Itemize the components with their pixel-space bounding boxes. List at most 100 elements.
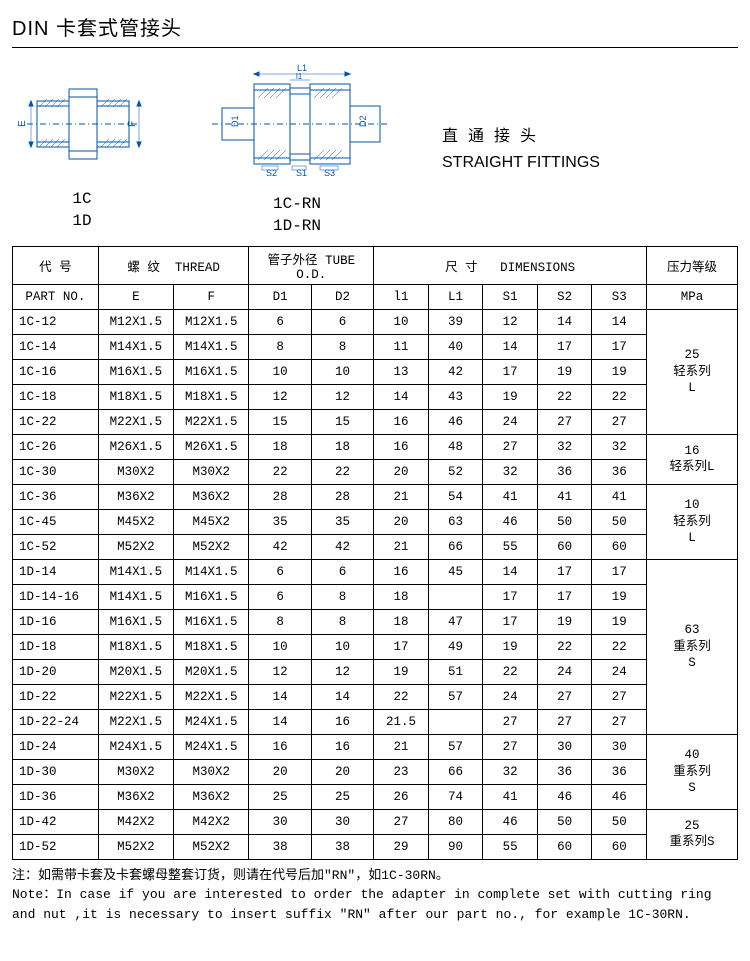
cell: M24X1.5 — [174, 734, 249, 759]
cell: 46 — [428, 409, 483, 434]
cell: 14 — [374, 384, 429, 409]
spec-table: 代 号 螺 纹 THREAD 管子外径 TUBE O.D. 尺 寸 DIMENS… — [12, 246, 738, 860]
cell: 27 — [374, 809, 429, 834]
cell: M24X1.5 — [98, 734, 173, 759]
header-row-1: 代 号 螺 纹 THREAD 管子外径 TUBE O.D. 尺 寸 DIMENS… — [13, 246, 738, 284]
cell: 80 — [428, 809, 483, 834]
fitting-drawing-1crn: L1 l1 D1 D2 S2 S1 S3 — [192, 62, 402, 182]
table-row: 1D-22M22X1.5M22X1.514142257242727 — [13, 684, 738, 709]
cell: 60 — [537, 834, 592, 859]
svg-text:S1: S1 — [296, 168, 307, 178]
cell: M36X2 — [98, 484, 173, 509]
cell: 13 — [374, 359, 429, 384]
table-row: 1D-30M30X2M30X220202366323636 — [13, 759, 738, 784]
cell: 42 — [311, 534, 373, 559]
cell: 30 — [249, 809, 311, 834]
cell: M36X2 — [174, 484, 249, 509]
diagram-left: E F 1C 1D — [12, 67, 152, 233]
cell: 12 — [249, 384, 311, 409]
cell: M36X2 — [98, 784, 173, 809]
cell: 1D-36 — [13, 784, 99, 809]
cell: 27 — [483, 434, 538, 459]
svg-text:l1: l1 — [296, 72, 303, 81]
cell: 27 — [592, 409, 647, 434]
cell: 6 — [249, 584, 311, 609]
diagram-left-labels: 1C 1D — [12, 188, 152, 233]
h-S2: S2 — [537, 284, 592, 309]
cell: 22 — [311, 459, 373, 484]
cell: 27 — [537, 709, 592, 734]
cell: 1C-36 — [13, 484, 99, 509]
cell: M14X1.5 — [98, 584, 173, 609]
table-row: 1D-22-24M22X1.5M24X1.5141621.5272727 — [13, 709, 738, 734]
cell: 54 — [428, 484, 483, 509]
cell: M14X1.5 — [174, 559, 249, 584]
cell: 36 — [592, 759, 647, 784]
mpa-cell: 16 轻系列L — [647, 434, 738, 484]
cell: M52X2 — [98, 834, 173, 859]
table-row: 1C-45M45X2M45X235352063465050 — [13, 509, 738, 534]
cell: 14 — [483, 559, 538, 584]
cell: 27 — [592, 684, 647, 709]
cell: 16 — [374, 434, 429, 459]
svg-text:D2: D2 — [358, 115, 368, 127]
cell: 55 — [483, 534, 538, 559]
h-dim: 尺 寸 DIMENSIONS — [374, 246, 647, 284]
footnotes: 注：如需带卡套及卡套螺母整套订货，则请在代号后加"RN"，如1C-30RN。 N… — [12, 866, 738, 925]
table-head: 代 号 螺 纹 THREAD 管子外径 TUBE O.D. 尺 寸 DIMENS… — [13, 246, 738, 309]
cell: 19 — [537, 359, 592, 384]
svg-text:S3: S3 — [324, 168, 335, 178]
table-row: 1D-16M16X1.5M16X1.5881847171919 — [13, 609, 738, 634]
table-row: 1C-18M18X1.5M18X1.512121443192222 — [13, 384, 738, 409]
cell: 46 — [537, 784, 592, 809]
cell: 12 — [311, 384, 373, 409]
cell: 8 — [311, 584, 373, 609]
cell: 6 — [311, 559, 373, 584]
cell: 24 — [483, 409, 538, 434]
cell: 27 — [537, 684, 592, 709]
cell: M30X2 — [174, 459, 249, 484]
cell: 21 — [374, 734, 429, 759]
mpa-cell: 25 轻系列 L — [647, 309, 738, 434]
cell: M45X2 — [174, 509, 249, 534]
cell: 18 — [374, 584, 429, 609]
h-S3: S3 — [592, 284, 647, 309]
svg-text:D1: D1 — [230, 115, 240, 127]
mpa-cell: 25 重系列S — [647, 809, 738, 859]
cell: 16 — [311, 734, 373, 759]
cell: 1D-24 — [13, 734, 99, 759]
note-en-1: Note：In case if you are interested to or… — [12, 885, 738, 905]
cell: M26X1.5 — [174, 434, 249, 459]
cell: 1D-22-24 — [13, 709, 99, 734]
cell: 1C-26 — [13, 434, 99, 459]
table-row: 1D-24M24X1.5M24X1.51616215727303040 重系列 … — [13, 734, 738, 759]
cell: M30X2 — [98, 759, 173, 784]
cell: 1C-45 — [13, 509, 99, 534]
table-row: 1D-18M18X1.5M18X1.510101749192222 — [13, 634, 738, 659]
cell: 30 — [592, 734, 647, 759]
cell: 1D-42 — [13, 809, 99, 834]
cell: 12 — [311, 659, 373, 684]
cell: 19 — [592, 584, 647, 609]
cell: 12 — [483, 309, 538, 334]
table-body: 1C-12M12X1.5M12X1.566103912141425 轻系列 L1… — [13, 309, 738, 859]
cell: 24 — [592, 659, 647, 684]
cell: M42X2 — [98, 809, 173, 834]
cell: 30 — [311, 809, 373, 834]
cell: 41 — [537, 484, 592, 509]
cell: 35 — [311, 509, 373, 534]
cell: 6 — [311, 309, 373, 334]
cell: M18X1.5 — [174, 634, 249, 659]
cell: 57 — [428, 734, 483, 759]
cell: 20 — [249, 759, 311, 784]
cell: 12 — [249, 659, 311, 684]
cell: 1D-22 — [13, 684, 99, 709]
cell: 42 — [249, 534, 311, 559]
cell: 50 — [592, 509, 647, 534]
cell: 22 — [374, 684, 429, 709]
cell: 1C-30 — [13, 459, 99, 484]
cell: 19 — [374, 659, 429, 684]
cell: 18 — [374, 609, 429, 634]
table-row: 1D-36M36X2M36X225252674414646 — [13, 784, 738, 809]
cell: 20 — [311, 759, 373, 784]
